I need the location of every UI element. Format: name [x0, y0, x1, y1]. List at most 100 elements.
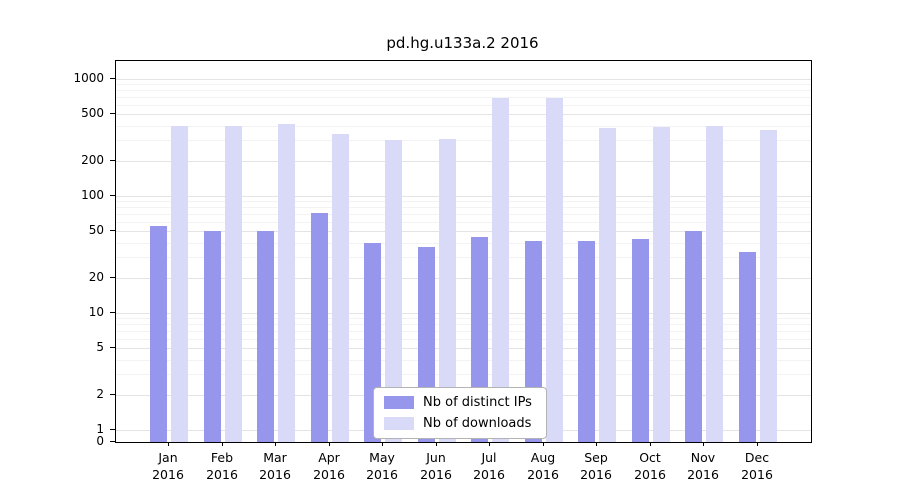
x-tick-mark	[543, 442, 544, 446]
x-tick-label-month: Sep	[584, 450, 608, 465]
gridline-minor	[116, 360, 811, 361]
x-tick-label-year: 2016	[687, 467, 719, 482]
gridline-minor	[116, 324, 811, 325]
x-tick-label-year: 2016	[206, 467, 238, 482]
y-tick-mark	[110, 160, 115, 161]
bar-ips-oct	[632, 239, 649, 442]
x-tick-label-year: 2016	[580, 467, 612, 482]
gridline-major	[116, 231, 811, 232]
bar-downloads-oct	[653, 127, 670, 442]
bar-ips-nov	[685, 231, 702, 442]
x-tick-label-month: Dec	[744, 450, 770, 465]
legend-item-downloads: Nb of downloads	[384, 416, 532, 431]
y-tick-mark	[110, 195, 115, 196]
x-tick-label-nov: Nov 2016	[673, 449, 733, 483]
bar-ips-jan	[150, 226, 167, 442]
gridline-minor	[116, 214, 811, 215]
gridline-minor	[116, 90, 811, 91]
legend-swatch-downloads	[384, 417, 414, 430]
chart-title: pd.hg.u133a.2 2016	[386, 34, 539, 52]
y-tick-mark	[110, 312, 115, 313]
x-tick-label-mar: Mar 2016	[245, 449, 305, 483]
x-tick-mark	[168, 442, 169, 446]
x-tick-label-year: 2016	[259, 467, 291, 482]
x-tick-label-month: Feb	[210, 450, 234, 465]
legend-swatch-distinct-ips	[384, 396, 414, 409]
bar-downloads-jul	[492, 98, 509, 442]
y-tick-label: 500	[81, 106, 104, 120]
y-axis-tick-labels: 0 1 2 5 10 20 50 100 200 500 1000	[0, 60, 104, 448]
bar-downloads-aug	[546, 98, 563, 442]
gridline-minor	[116, 318, 811, 319]
bar-ips-dec	[739, 252, 756, 442]
y-tick-mark	[110, 230, 115, 231]
x-tick-label-month: Mar	[263, 450, 287, 465]
bar-downloads-dec	[760, 130, 777, 442]
bar-downloads-apr	[332, 134, 349, 442]
bar-downloads-may	[385, 140, 402, 442]
y-tick-label: 100	[81, 188, 104, 202]
legend-item-distinct-ips: Nb of distinct IPs	[384, 395, 532, 410]
y-tick-mark	[110, 113, 115, 114]
x-tick-label-jan: Jan 2016	[138, 449, 198, 483]
bar-ips-sep	[578, 241, 595, 442]
y-tick-mark	[110, 441, 115, 442]
gridline-minor	[116, 84, 811, 85]
y-tick-mark	[110, 277, 115, 278]
x-axis-tick-marks	[115, 442, 810, 447]
bar-downloads-mar	[278, 124, 295, 442]
gridline-minor	[116, 243, 811, 244]
x-tick-mark	[329, 442, 330, 446]
y-tick-label: 20	[88, 270, 104, 284]
bar-ips-feb	[204, 231, 221, 442]
bar-downloads-jan	[171, 126, 188, 442]
gridline-minor	[116, 339, 811, 340]
gridline-major	[116, 79, 811, 80]
x-tick-label-jul: Jul 2016	[459, 449, 519, 483]
gridline-major	[116, 313, 811, 314]
x-tick-label-year: 2016	[741, 467, 773, 482]
gridline-major	[116, 348, 811, 349]
gridline-minor	[116, 126, 811, 127]
x-tick-label-aug: Aug 2016	[513, 449, 573, 483]
x-tick-label-apr: Apr 2016	[299, 449, 359, 483]
gridline-minor	[116, 207, 811, 208]
gridline-major	[116, 196, 811, 197]
x-tick-label-year: 2016	[527, 467, 559, 482]
x-tick-label-month: May	[369, 450, 395, 465]
legend: Nb of distinct IPs Nb of downloads	[373, 387, 547, 439]
x-tick-label-jun: Jun 2016	[406, 449, 466, 483]
y-tick-label: 50	[88, 223, 104, 237]
gridline-minor	[116, 222, 811, 223]
x-tick-label-year: 2016	[473, 467, 505, 482]
x-tick-label-feb: Feb 2016	[192, 449, 252, 483]
x-tick-label-month: Oct	[639, 450, 661, 465]
x-tick-label-year: 2016	[366, 467, 398, 482]
x-tick-label-dec: Dec 2016	[727, 449, 787, 483]
y-tick-mark	[110, 347, 115, 348]
x-tick-mark	[222, 442, 223, 446]
gridline-minor	[116, 105, 811, 106]
x-tick-label-month: Jul	[481, 450, 497, 465]
bar-ips-mar	[257, 231, 274, 442]
x-tick-label-month: Aug	[530, 450, 556, 465]
bar-downloads-jun	[439, 139, 456, 442]
bar-downloads-sep	[599, 128, 616, 442]
gridline-major	[116, 161, 811, 162]
y-axis-tick-marks	[110, 60, 115, 443]
x-tick-label-year: 2016	[313, 467, 345, 482]
y-tick-mark	[110, 429, 115, 430]
x-tick-label-may: May 2016	[352, 449, 412, 483]
x-tick-label-year: 2016	[420, 467, 452, 482]
x-tick-mark	[436, 442, 437, 446]
y-tick-label: 2	[96, 387, 104, 401]
y-tick-label: 200	[81, 153, 104, 167]
x-tick-mark	[489, 442, 490, 446]
y-tick-label: 10	[88, 305, 104, 319]
y-tick-label: 1	[96, 422, 104, 436]
gridline-minor	[116, 97, 811, 98]
y-tick-label: 0	[96, 434, 104, 448]
bar-downloads-nov	[706, 126, 723, 442]
bar-downloads-feb	[225, 126, 242, 442]
